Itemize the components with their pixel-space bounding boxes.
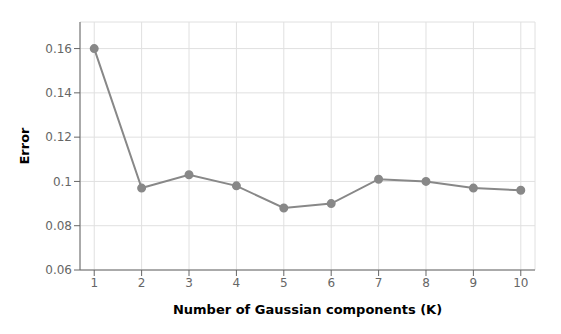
svg-text:0.1: 0.1 (53, 175, 72, 189)
svg-text:10: 10 (513, 276, 528, 290)
svg-text:7: 7 (375, 276, 383, 290)
svg-text:8: 8 (422, 276, 430, 290)
svg-text:1: 1 (90, 276, 98, 290)
svg-text:2: 2 (138, 276, 146, 290)
svg-text:Number of Gaussian components: Number of Gaussian components (K) (173, 302, 442, 317)
svg-text:0.12: 0.12 (45, 130, 72, 144)
svg-text:0.08: 0.08 (45, 219, 72, 233)
svg-text:0.16: 0.16 (45, 42, 72, 56)
svg-text:0.06: 0.06 (45, 263, 72, 277)
svg-text:9: 9 (470, 276, 478, 290)
svg-text:0.14: 0.14 (45, 86, 72, 100)
svg-text:3: 3 (185, 276, 193, 290)
svg-text:4: 4 (233, 276, 241, 290)
svg-text:Error: Error (17, 127, 32, 165)
svg-text:6: 6 (327, 276, 335, 290)
svg-text:5: 5 (280, 276, 288, 290)
